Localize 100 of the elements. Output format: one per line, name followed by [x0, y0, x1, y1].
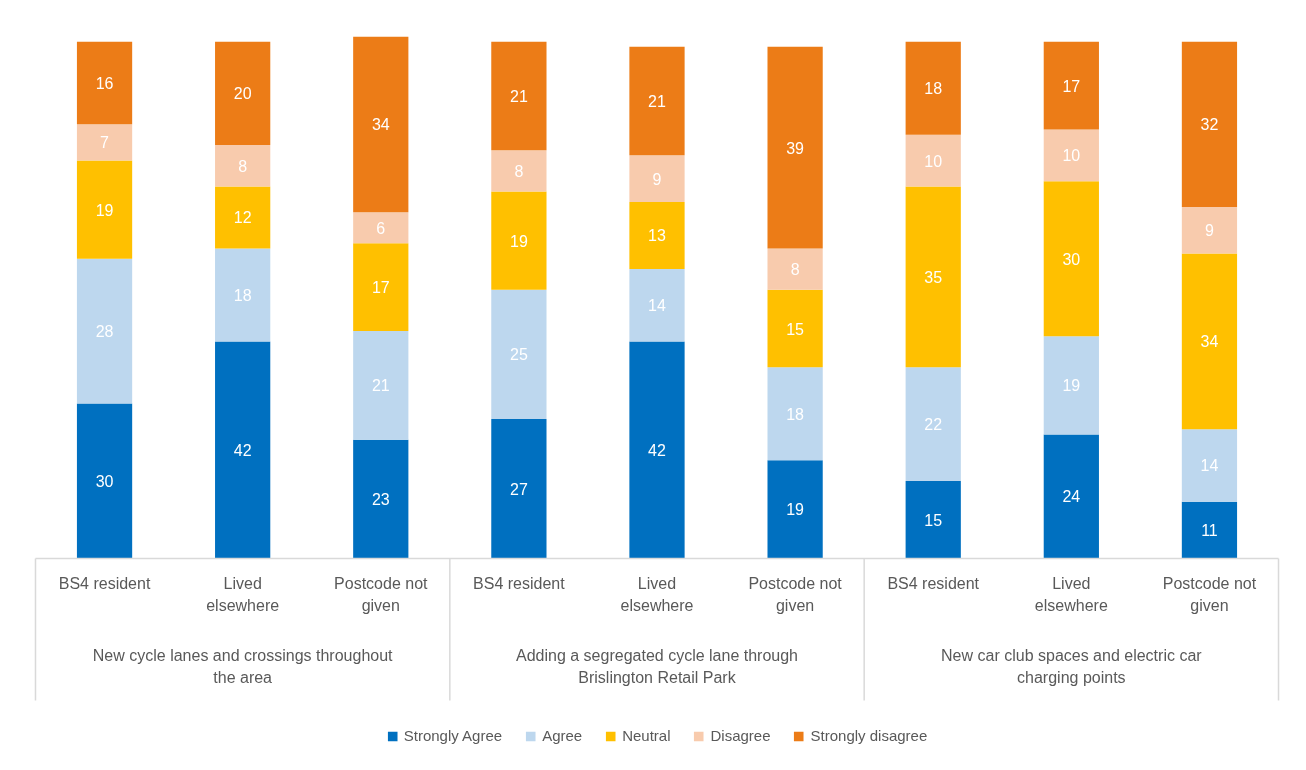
- legend-label: Neutral: [622, 727, 671, 744]
- data-label: 39: [786, 139, 805, 157]
- x-tick-label: Postcode not given: [334, 574, 429, 615]
- bar: [905, 134, 961, 187]
- data-label: 19: [786, 501, 805, 519]
- data-label: 42: [233, 441, 252, 459]
- bar: [905, 480, 961, 559]
- data-label: 19: [509, 232, 528, 250]
- data-label: 6: [376, 219, 386, 237]
- bar: [629, 46, 685, 156]
- bar: [491, 150, 547, 192]
- data-label: 18: [924, 80, 943, 98]
- x-tick-label: BS4 resident: [58, 574, 151, 592]
- data-label: 7: [100, 134, 110, 152]
- data-label: 8: [514, 162, 524, 180]
- legend-label: Agree: [542, 727, 583, 744]
- data-label: 9: [652, 170, 662, 188]
- bar: [767, 46, 823, 249]
- data-label: 35: [924, 268, 943, 286]
- data-label: 15: [786, 320, 805, 338]
- bar: [629, 341, 685, 559]
- text: New cycle lanes and crossings throughout the area: [92, 646, 394, 687]
- bar: [215, 186, 271, 249]
- bar: [491, 191, 547, 290]
- bar: [1181, 41, 1238, 208]
- bar: [767, 289, 823, 368]
- bar: [1043, 181, 1099, 337]
- x-tick-label: Lived elsewhere: [1034, 574, 1108, 615]
- bar: [767, 460, 823, 559]
- bar: [353, 331, 409, 440]
- x-tick-label: BS4 resident: [473, 574, 566, 592]
- bar: [491, 418, 547, 559]
- bar: [215, 145, 271, 187]
- bar: [1181, 429, 1238, 502]
- data-label: 30: [1062, 250, 1081, 268]
- data-label: 10: [1062, 147, 1081, 165]
- data-label: 16: [95, 75, 114, 93]
- bar: [629, 201, 685, 270]
- legend-label: Strongly Agree: [403, 727, 503, 744]
- bar: [767, 367, 823, 461]
- data-label: 14: [1200, 457, 1219, 475]
- bar: [767, 248, 823, 290]
- data-label: 19: [1062, 377, 1081, 395]
- bar: [1043, 41, 1099, 130]
- data-label: 11: [1201, 522, 1218, 540]
- data-label: 28: [95, 323, 114, 341]
- bar: [215, 41, 271, 146]
- bar: [905, 186, 961, 368]
- bar: [76, 124, 133, 161]
- x-tick-label: Lived elsewhere: [620, 574, 694, 615]
- bar: [76, 403, 133, 559]
- bar: [215, 341, 271, 559]
- data-label: 23: [371, 491, 390, 509]
- bar: [905, 41, 961, 135]
- text: Adding a segregated cycle lane through Brislington Retail Park: [516, 646, 798, 687]
- data-label: 14: [648, 297, 666, 315]
- data-label: 15: [924, 511, 943, 529]
- bar: [353, 439, 409, 559]
- bar: [1043, 129, 1099, 182]
- x-tick-label: Lived elsewhere: [206, 574, 280, 615]
- bar: [1181, 253, 1238, 430]
- bar: [1181, 207, 1238, 254]
- data-label: 19: [95, 201, 114, 219]
- data-label: 34: [1200, 333, 1219, 351]
- data-label: 9: [1205, 222, 1214, 240]
- bar: [353, 243, 409, 332]
- bar: [76, 258, 133, 404]
- data-label: 22: [924, 416, 943, 434]
- bar: [76, 160, 133, 259]
- data-label: 20: [233, 85, 252, 103]
- data-label: 18: [233, 286, 252, 304]
- bar: [905, 367, 961, 481]
- data-label: 8: [790, 261, 800, 279]
- data-label: 8: [238, 157, 248, 175]
- bar: [491, 41, 547, 151]
- bar: [1043, 434, 1099, 559]
- data-label: 27: [509, 480, 528, 498]
- data-label: 13: [648, 227, 666, 245]
- data-label: 12: [233, 209, 252, 227]
- data-label: 17: [371, 279, 390, 297]
- legend-label: Disagree: [710, 727, 771, 744]
- bar: [215, 248, 271, 342]
- data-label: 24: [1062, 488, 1081, 506]
- data-label: 34: [371, 116, 390, 134]
- bar: [76, 41, 133, 125]
- x-tick-label: Postcode not given: [1162, 574, 1257, 615]
- data-label: 32: [1200, 116, 1219, 134]
- data-label: 17: [1062, 77, 1081, 95]
- data-label: 21: [648, 93, 666, 111]
- bar: [1181, 501, 1238, 559]
- bar: [491, 289, 547, 419]
- data-label: 30: [95, 472, 114, 490]
- bar: [353, 36, 409, 213]
- text: New car club spaces and electric car charging points: [941, 646, 1203, 687]
- data-label: 10: [924, 152, 943, 170]
- bar: [1043, 336, 1099, 435]
- legend-label: Strongly disagree: [810, 727, 928, 744]
- bar: [629, 155, 685, 202]
- data-label: 25: [509, 346, 528, 364]
- x-tick-label: Postcode not given: [748, 574, 843, 615]
